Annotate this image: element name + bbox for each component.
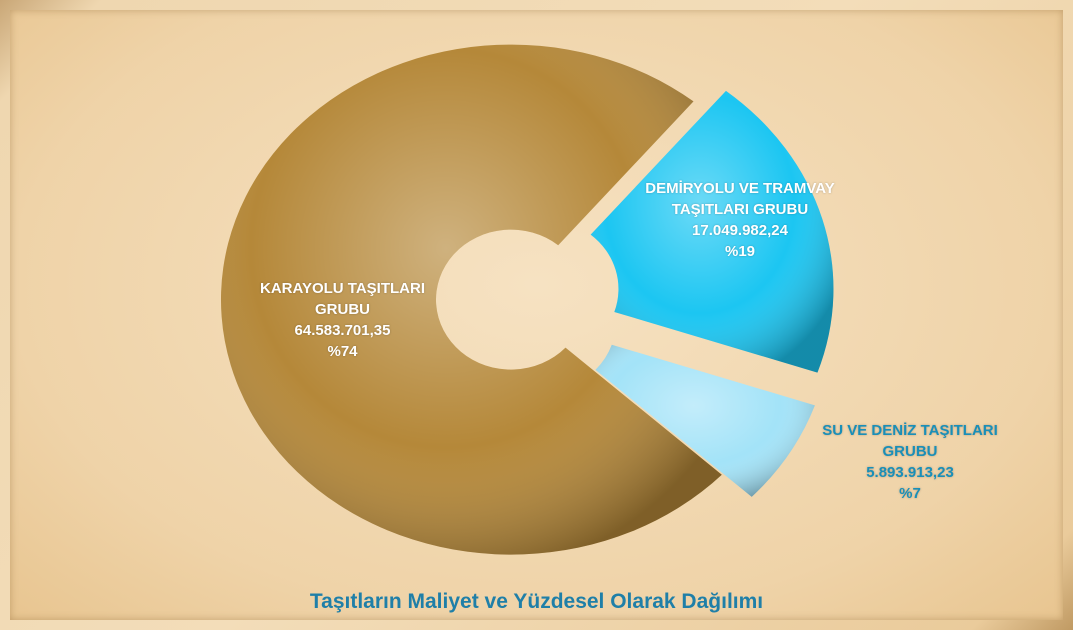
percent-label: %74	[327, 343, 358, 360]
category-label: KARAYOLU TAŞITLARI GRUBU	[260, 280, 425, 318]
value-label: 5.893.913,23	[866, 464, 954, 481]
category-label: DEMİRYOLU VE TRAMVAY TAŞITLARI GRUBU	[645, 180, 835, 218]
data-label: KARAYOLU TAŞITLARI GRUBU 64.583.701,35 %74	[235, 278, 450, 362]
data-label: SU VE DENİZ TAŞITLARI GRUBU 5.893.913,23%…	[820, 420, 1000, 504]
value-label: 64.583.701,35	[294, 322, 391, 339]
chart-title: Taşıtların Maliyet ve Yüzdesel Olarak Da…	[309, 590, 764, 613]
category-label: SU VE DENİZ TAŞITLARI GRUBU	[822, 422, 998, 460]
value-label: 17.049.982,24	[692, 222, 788, 239]
data-label: DEMİRYOLU VE TRAMVAY TAŞITLARI GRUBU 17.0…	[625, 178, 855, 262]
percent-label: %7	[899, 485, 921, 502]
percent-label: %19	[724, 243, 756, 260]
